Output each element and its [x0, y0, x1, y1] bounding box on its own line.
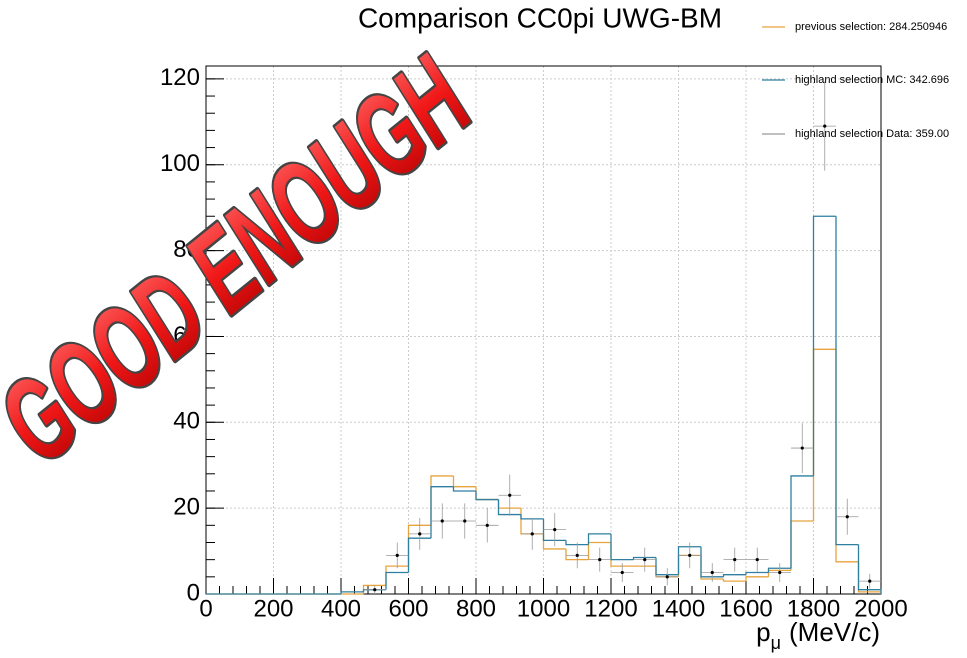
- histogram-bin: [677, 546, 702, 575]
- histogram-bin: [565, 548, 589, 561]
- histogram-bin: [767, 567, 791, 573]
- y-tick-label: 80: [173, 236, 200, 263]
- histogram-bin: [452, 486, 476, 492]
- x-tick-label: 1600: [719, 595, 772, 622]
- histogram-bin: [520, 514, 544, 520]
- data-point: [373, 588, 377, 592]
- histogram-bin: [475, 490, 499, 501]
- x-tick-label: 1000: [517, 595, 570, 622]
- data-point: [485, 523, 489, 527]
- histogram-bin: [385, 571, 409, 590]
- x-tick-label: 1800: [787, 595, 840, 622]
- data-point: [395, 553, 399, 557]
- histogram-bin: [565, 540, 589, 546]
- x-tick-label: 400: [321, 595, 361, 622]
- x-label-unit: (MeV/c): [789, 617, 880, 647]
- data-point: [710, 570, 714, 575]
- legend-label: highland selection Data: 359.00: [795, 128, 949, 140]
- histogram-bin: [655, 557, 679, 576]
- y-tick-label: 120: [160, 64, 200, 91]
- y-tick-label: 40: [173, 408, 200, 435]
- x-axis-label: pμ (MeV/c): [756, 617, 880, 653]
- data-point: [440, 519, 444, 523]
- histogram-bin: [407, 537, 432, 573]
- histogram-bin: [700, 546, 724, 578]
- x-tick-label: 1200: [584, 595, 637, 622]
- x-label-symbol: p: [756, 617, 770, 647]
- plot-frame: [205, 65, 882, 595]
- data-point: [620, 570, 624, 575]
- data-point: [688, 553, 692, 557]
- x-tick-label: 0: [199, 595, 212, 622]
- histogram-bin: [745, 576, 769, 582]
- histogram-bin: [722, 578, 746, 582]
- legend-label: highland selection MC: 342.696: [795, 74, 949, 86]
- x-tick-label: 800: [456, 595, 496, 622]
- data-point: [868, 579, 872, 583]
- histogram-bin: [745, 571, 769, 575]
- data-point: [823, 124, 827, 128]
- histogram-bin: [812, 215, 837, 476]
- y-tick-label: 60: [173, 322, 200, 349]
- data-point: [800, 446, 804, 450]
- data-point: [575, 553, 579, 557]
- y-tick-label: 20: [173, 493, 200, 520]
- histogram-bin: [587, 533, 611, 545]
- data-point: [508, 493, 512, 497]
- data-point: [643, 558, 647, 562]
- legend-label: previous selection: 284.250946: [795, 21, 947, 33]
- x-tick-label: 1400: [652, 595, 705, 622]
- data-point: [530, 532, 534, 536]
- data-point: [553, 528, 557, 532]
- histogram-bin: [857, 544, 882, 594]
- x-tick-label: 200: [253, 595, 293, 622]
- data-point: [598, 558, 602, 562]
- data-point: [845, 515, 849, 519]
- histogram-bin: [632, 556, 656, 560]
- histogram-bin: [497, 499, 521, 516]
- plot-area: 0 200 400 600 800 1000 1200 1400 1600 1800 2000 0 20…: [160, 64, 908, 622]
- histogram-bin: [430, 486, 454, 539]
- x-tick-label: 2000: [854, 595, 907, 622]
- histogram-bin: [722, 574, 746, 577]
- data-point: [778, 570, 782, 575]
- data-point: [463, 519, 467, 523]
- data-point: [755, 558, 759, 562]
- data-point: [418, 532, 422, 536]
- histogram-bin: [790, 475, 814, 569]
- histogram-bin: [542, 518, 567, 541]
- data-point: [733, 558, 737, 562]
- x-label-subscript: μ: [771, 633, 781, 653]
- data-point: [665, 575, 669, 579]
- x-tick-label: 600: [388, 595, 428, 622]
- y-tick-label: 0: [187, 579, 200, 606]
- histogram-bin: [340, 591, 364, 594]
- y-tick-label: 100: [160, 150, 200, 177]
- histogram-bin: [835, 216, 859, 546]
- chart-title: Comparison CC0pi UWG-BM: [358, 2, 722, 33]
